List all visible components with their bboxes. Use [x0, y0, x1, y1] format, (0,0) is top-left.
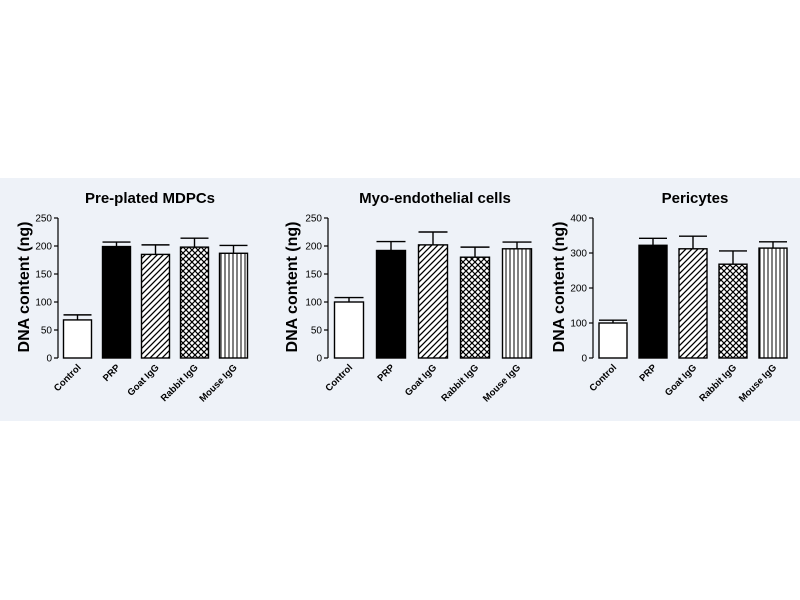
bar-mouse-igg — [218, 252, 249, 359]
y-tick-label: 0 — [316, 354, 322, 365]
y-tick-label: 150 — [305, 270, 322, 281]
bar-prp — [101, 245, 132, 359]
bar-mouse-igg — [501, 248, 533, 359]
bar-goat-igg — [417, 244, 449, 359]
x-tick-label: Control — [323, 362, 355, 394]
y-tick-label: 200 — [35, 242, 52, 253]
y-tick-label: 400 — [570, 214, 587, 225]
bar-mouse-igg — [758, 247, 788, 359]
chart-panel-pre-plated-mdpcs: DNA content (ng) Pre-plated MDPCs 0 50 100… — [0, 178, 265, 421]
x-tick-label: Rabbit IgG — [439, 362, 481, 404]
bar-control — [333, 301, 365, 359]
y-tick-label: 50 — [41, 326, 53, 337]
bar-control — [62, 319, 93, 359]
x-tick-label: Control — [52, 362, 84, 394]
y-tick-label: 100 — [35, 298, 52, 309]
chart-title: Myo-endothelial cells — [359, 190, 511, 207]
bar-control — [598, 322, 628, 359]
x-tick-label: PRP — [101, 362, 123, 384]
y-tick-label: 0 — [581, 354, 587, 365]
x-tick-label: Control — [587, 362, 619, 394]
chart-title: Pre-plated MDPCs — [84, 190, 216, 207]
y-tick-label: 200 — [305, 242, 322, 253]
bar-prp — [375, 249, 407, 359]
bar-goat-igg — [140, 253, 171, 359]
y-tick-label: 300 — [570, 249, 587, 260]
y-tick-label: 250 — [305, 214, 322, 225]
chart-panel-myo-endothelial-cells: DNA content (ng) Myo-endothelial cells 0… — [265, 178, 545, 421]
x-tick-label: Mouse IgG — [481, 362, 523, 404]
y-tick-label: 250 — [35, 214, 52, 225]
bar-rabbit-igg — [179, 246, 210, 359]
y-tick-label: 200 — [570, 284, 587, 295]
bar-rabbit-igg — [459, 256, 491, 359]
bar-prp — [638, 244, 668, 359]
x-tick-label: Rabbit IgG — [159, 362, 201, 404]
x-tick-label: Mouse IgG — [198, 362, 240, 404]
y-tick-label: 100 — [305, 298, 322, 309]
y-tick-label: 100 — [570, 319, 587, 330]
chart-panel-pericytes: DNA content (ng) Pericytes 0 100 200 300 400… — [535, 178, 800, 421]
figure: DNA content (ng) Pre-plated MDPCs 0 50 100… — [0, 178, 800, 421]
y-tick-label: 0 — [46, 354, 52, 365]
bar-rabbit-igg — [718, 263, 748, 359]
chart-title: Pericytes — [661, 190, 729, 207]
x-tick-label: PRP — [376, 362, 398, 384]
bar-goat-igg — [678, 248, 708, 359]
x-tick-label: Goat IgG — [125, 362, 161, 398]
x-tick-label: Mouse IgG — [737, 362, 779, 404]
x-tick-label: Rabbit IgG — [697, 362, 739, 404]
x-tick-label: Goat IgG — [663, 362, 699, 398]
y-tick-label: 150 — [35, 270, 52, 281]
x-tick-label: Goat IgG — [403, 362, 439, 398]
y-tick-label: 50 — [311, 326, 323, 337]
x-tick-label: PRP — [638, 362, 660, 384]
